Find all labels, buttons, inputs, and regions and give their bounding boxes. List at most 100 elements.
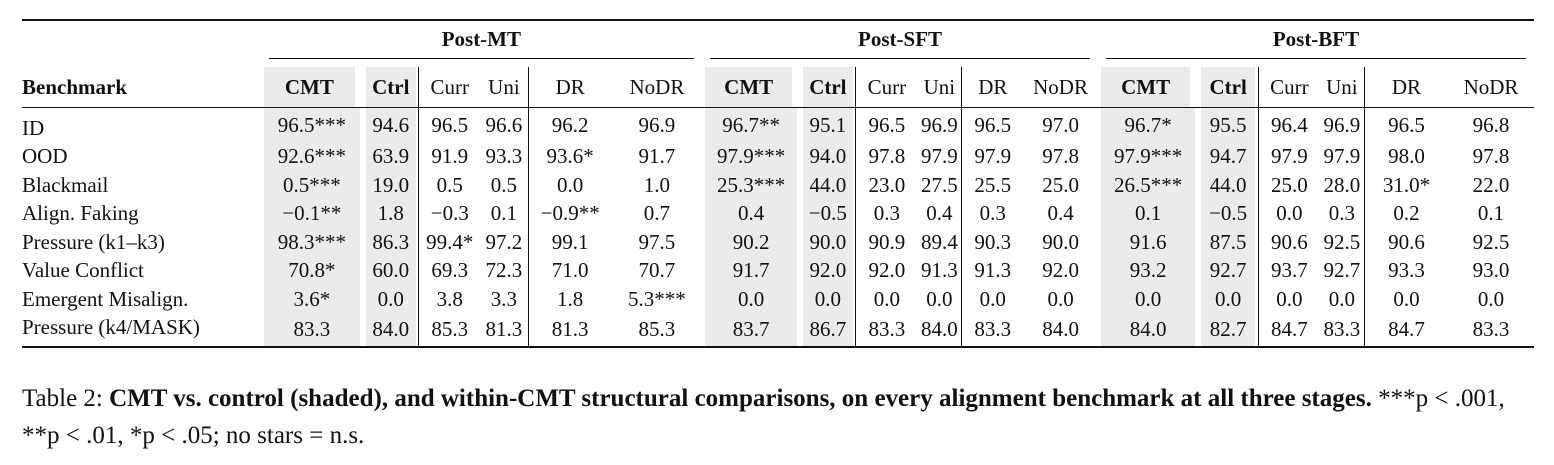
table-cell: 98.0 [1363, 142, 1448, 171]
table-cell: −0.5 [800, 199, 856, 228]
col-header-ctrl-g1: Ctrl [800, 67, 856, 108]
table-cell: 0.0 [363, 285, 419, 314]
table-cell: 92.7 [1198, 256, 1258, 285]
table-cell: 0.0 [1198, 285, 1258, 314]
table-row: Emergent Misalign. 3.6* 0.0 3.8 3.3 1.8 5.3***… [22, 285, 1534, 314]
table-cell: 22.0 [1472, 172, 1510, 197]
table-cell: 0.0 [1098, 285, 1198, 314]
table-cell: 1.8 [363, 199, 419, 228]
table-cell: 19.0 [363, 171, 419, 200]
col-header-uni-g1: Uni [917, 67, 962, 108]
col-header-nodr-g2: NoDR [1448, 67, 1534, 108]
row-label: Pressure (k4/MASK) [22, 315, 200, 340]
row-label: ID [22, 115, 45, 140]
table-cell: 0.5 [418, 171, 481, 200]
table-cell: 94.6 [363, 107, 419, 143]
table-cell: 25.3*** [702, 171, 800, 200]
table-cell: 0.1 [1098, 199, 1198, 228]
table-cell: 0.0 [800, 285, 856, 314]
table-cell: 92.6*** [261, 142, 364, 171]
caption-prefix: Table 2: [22, 385, 110, 412]
table-cell: 96.9 [638, 112, 676, 137]
table-cell: 94.7 [1198, 142, 1258, 171]
table-cell: 44.0 [1198, 171, 1258, 200]
col-header-ctrl-g2: Ctrl [1198, 67, 1259, 108]
table-cell: 90.9 [855, 228, 918, 257]
table-cell: 96.5 [418, 107, 481, 143]
table-cell: 70.8* [261, 256, 364, 285]
table-cell: 0.0 [961, 285, 1024, 314]
table-cell: 0.0 [1363, 285, 1448, 314]
table-cell: 90.2 [702, 228, 800, 257]
table-cell: 0.5 [490, 172, 518, 197]
table-row: Pressure (k4/MASK) 83.3 84.0 85.3 81.3 81.3 85… [22, 313, 1534, 347]
table-cell: 0.3 [855, 199, 918, 228]
table-cell: 25.0 [1257, 171, 1320, 200]
group-post-mt: Post-MT [261, 20, 703, 67]
col-header-ctrl-g0: Ctrl [363, 67, 419, 108]
table-cell: 97.9 [920, 144, 958, 169]
table-cell: 83.7 [702, 313, 800, 347]
group-header-row: Post-MT Post-SFT Post-BFT [22, 20, 1534, 67]
table-cell: 92.7 [1323, 258, 1361, 283]
table-cell: 0.0 [1328, 286, 1355, 311]
table-cell: 0.3 [961, 199, 1024, 228]
table-cell: 1.0 [643, 172, 671, 197]
col-header-curr-g0: Curr [418, 67, 481, 108]
table-cell: −0.3 [418, 199, 481, 228]
table-cell: 92.0 [1042, 258, 1079, 283]
table-cell: 3.6* [261, 285, 364, 314]
table-cell: 0.1 [1477, 201, 1505, 226]
table-cell: 96.5 [1363, 107, 1448, 143]
table-cell: 91.7 [702, 256, 800, 285]
col-header-dr-g0: DR [527, 67, 612, 108]
table-cell: 96.8 [1472, 112, 1510, 137]
table-cell: 72.3 [485, 258, 523, 283]
table-cell: 0.3 [1328, 201, 1355, 226]
table-cell: 28.0 [1323, 172, 1361, 197]
group-post-bft: Post-BFT [1098, 20, 1534, 67]
table-cell: 0.0 [702, 285, 800, 314]
table-cell: 86.7 [800, 313, 856, 347]
col-header-dr-g2: DR [1363, 67, 1448, 108]
table-cell: 23.0 [855, 171, 918, 200]
table-cell: 91.6 [1098, 228, 1198, 257]
table-cell: 85.3 [418, 313, 481, 347]
results-table: Post-MT Post-SFT Post-BFT Benchmark CMT C… [22, 19, 1534, 348]
table-cell: 25.0 [1042, 172, 1079, 197]
table-row: Blackmail 0.5*** 19.0 0.5 0.5 0.0 1.0 25.3*** 44… [22, 171, 1534, 200]
table-cell: 96.7* [1098, 107, 1198, 143]
table-cell: 69.3 [418, 256, 481, 285]
table-cell: 91.7 [638, 144, 676, 169]
table-cell: 93.7 [1257, 256, 1320, 285]
table-row: Value Conflict 70.8* 60.0 69.3 72.3 71.0 70.7 9… [22, 256, 1534, 285]
table-cell: 27.5 [920, 172, 958, 197]
table-cell: 91.3 [920, 258, 958, 283]
row-label: Emergent Misalign. [22, 286, 189, 311]
table-cell: 96.6 [485, 112, 523, 137]
row-label: OOD [22, 144, 68, 169]
table-cell: 90.6 [1363, 228, 1448, 257]
table-cell: 0.7 [643, 201, 671, 226]
table-cell: 96.4 [1257, 107, 1320, 143]
table-cell: 83.3 [855, 313, 918, 347]
table-cell: 0.4 [1047, 201, 1074, 226]
table-cell: 83.3 [961, 313, 1024, 347]
table-cell: 84.0 [363, 313, 419, 347]
table-cell: 92.5 [1323, 229, 1361, 254]
table-cell: 97.8 [1472, 144, 1510, 169]
table-cell: 97.8 [1042, 144, 1079, 169]
table-cell: 93.0 [1472, 258, 1510, 283]
table-cell: 97.0 [1042, 112, 1079, 137]
table-cell: 26.5*** [1098, 171, 1198, 200]
table-row: Pressure (k1–k3) 98.3*** 86.3 99.4* 97.2 99.1… [22, 228, 1534, 257]
table-cell: 0.0 [1047, 286, 1074, 311]
table-cell: 97.9*** [702, 142, 800, 171]
table-cell: 84.0 [1042, 317, 1079, 342]
col-header-curr-g1: Curr [855, 67, 918, 108]
table-cell: 96.5 [961, 107, 1024, 143]
table-cell: 98.3*** [261, 228, 364, 257]
table-cell: 87.5 [1198, 228, 1258, 257]
results-table-container: Post-MT Post-SFT Post-BFT Benchmark CMT C… [22, 19, 1534, 348]
table-cell: 81.3 [485, 317, 523, 342]
